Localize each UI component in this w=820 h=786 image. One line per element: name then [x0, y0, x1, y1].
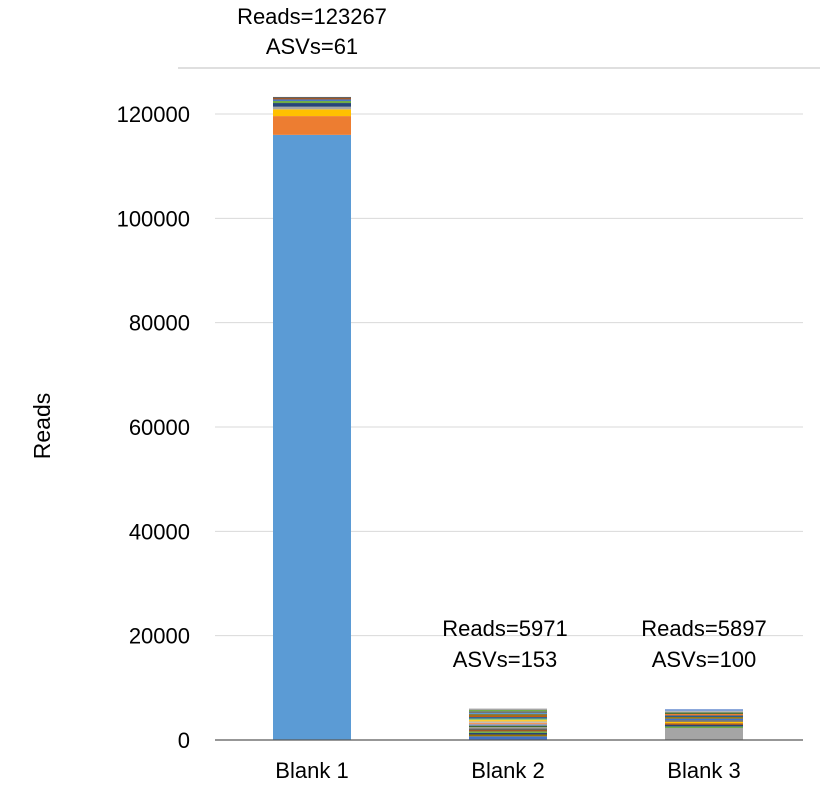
bar-segment — [469, 715, 547, 718]
bar-segment — [665, 710, 743, 713]
y-tick-label: 0 — [178, 728, 190, 753]
bar-segment — [469, 718, 547, 720]
y-tick-label: 120000 — [117, 102, 190, 127]
bar-segment — [469, 731, 547, 733]
bar-segment — [469, 721, 547, 723]
asvs-annotation: ASVs=61 — [266, 34, 358, 59]
bar-segment — [469, 724, 547, 726]
bar-segment — [469, 719, 547, 722]
bar-segment — [273, 134, 351, 740]
bar-annotations: Reads=123267 ASVs=61 Reads=5971 ASVs=153 Rea… — [237, 4, 767, 672]
bar-segment — [469, 711, 547, 713]
bar-segment — [665, 721, 743, 724]
bar-segment — [273, 109, 351, 117]
bar-segment — [469, 708, 547, 711]
bar-segment — [665, 713, 743, 716]
bar-segment — [665, 715, 743, 718]
y-tick-label: 60000 — [129, 415, 190, 440]
y-tick-labels: 0 20000 40000 60000 80000 100000 120000 — [117, 102, 190, 753]
bar-segment — [469, 728, 547, 731]
bar-segment — [665, 718, 743, 721]
x-tick-labels: Blank 1 Blank 2 Blank 3 — [275, 758, 740, 783]
bar-segment — [469, 710, 547, 712]
bar-segment — [665, 717, 743, 719]
y-tick-label: 20000 — [129, 624, 190, 649]
bar-segment — [273, 96, 351, 99]
bar-segment — [469, 722, 547, 725]
bars — [273, 96, 743, 740]
bar-segment — [273, 98, 351, 100]
bar-segment — [665, 724, 743, 727]
bar-segment — [665, 728, 743, 740]
x-tick-label: Blank 3 — [667, 758, 740, 783]
bar-segment — [665, 712, 743, 714]
bar-segment — [469, 730, 547, 732]
asvs-annotation: ASVs=153 — [453, 647, 558, 672]
y-tick-label: 100000 — [117, 206, 190, 231]
bar-segment — [469, 734, 547, 737]
bar-segment — [665, 720, 743, 722]
y-tick-label: 80000 — [129, 311, 190, 336]
bar-segment — [273, 116, 351, 135]
bar-segment — [469, 717, 547, 719]
bar-segment — [665, 726, 743, 729]
bar-segment — [469, 727, 547, 729]
bar-segment — [469, 732, 547, 735]
x-tick-label: Blank 1 — [275, 758, 348, 783]
reads-annotation: Reads=123267 — [237, 4, 387, 29]
bar-segment — [469, 725, 547, 728]
bar-segment — [273, 103, 351, 107]
bar-segment — [665, 709, 743, 711]
y-tick-label: 40000 — [129, 519, 190, 544]
reads-annotation: Reads=5897 — [641, 616, 766, 641]
x-tick-label: Blank 2 — [471, 758, 544, 783]
bar-segment — [665, 723, 743, 725]
asvs-annotation: ASVs=100 — [652, 647, 757, 672]
reads-annotation: Reads=5971 — [442, 616, 567, 641]
bar-segment — [469, 712, 547, 715]
bar-segment — [273, 106, 351, 110]
bar-segment — [273, 99, 351, 101]
bar-segment — [469, 714, 547, 716]
bar-segment — [273, 100, 351, 104]
y-axis-label: Reads — [29, 393, 55, 459]
bar-segment — [469, 736, 547, 740]
